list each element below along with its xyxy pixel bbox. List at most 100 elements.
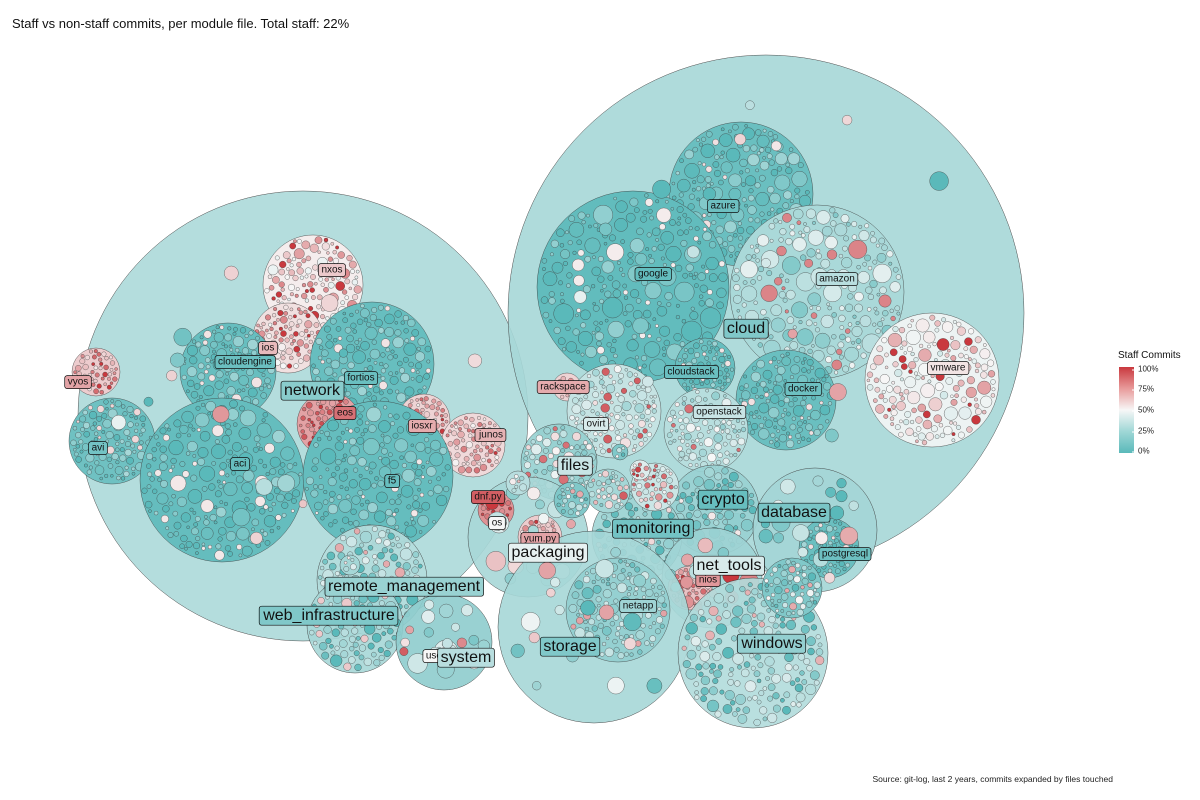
- aci-leaf-bubble: [256, 442, 261, 447]
- avi-leaf-bubble: [82, 443, 90, 451]
- cloudstack-leaf-bubble: [720, 385, 725, 390]
- google-leaf-bubble: [614, 218, 628, 232]
- ovirt-leaf-bubble: [644, 408, 651, 415]
- fortios-leaf-bubble: [312, 368, 320, 376]
- system-misc-leaf-bubble: [442, 638, 453, 649]
- f5-leaf-bubble: [401, 463, 407, 468]
- nxos-leaf-bubble: [288, 283, 295, 291]
- ios-leaf-bubble: [307, 333, 311, 338]
- aci-leaf-bubble: [264, 443, 275, 454]
- subgroup-netapp-label: netapp: [619, 599, 658, 613]
- small-module-leaf-bubble: [582, 503, 588, 508]
- database-misc-leaf-bubble: [812, 475, 824, 487]
- fortios-leaf-bubble: [364, 326, 378, 340]
- azure-leaf-bubble: [744, 203, 748, 208]
- small-module-leaf-bubble: [343, 561, 348, 565]
- cloudengine-leaf-bubble: [235, 348, 240, 353]
- nxos-leaf-bubble: [289, 242, 296, 250]
- netapp-leaf-bubble: [650, 577, 657, 585]
- netapp-leaf-bubble: [626, 592, 631, 597]
- junos-leaf-bubble: [473, 467, 480, 474]
- f5-leaf-bubble: [392, 432, 399, 439]
- small-module-leaf-bubble: [655, 493, 663, 501]
- windows-leaf-bubble: [722, 647, 734, 659]
- amazon-leaf-bubble: [751, 254, 757, 259]
- subgroup-junos-label-box: [474, 428, 507, 442]
- junos-leaf-bubble: [494, 455, 500, 460]
- netapp-leaf-bubble: [606, 577, 610, 582]
- vmware-leaf-bubble: [944, 352, 950, 358]
- avi-leaf-bubble: [115, 460, 120, 465]
- aci-leaf-bubble: [188, 423, 193, 429]
- aci-leaf-bubble: [284, 492, 293, 501]
- nxos-leaf-bubble: [351, 279, 358, 286]
- f5-leaf-bubble: [406, 504, 412, 510]
- ios-leaf-bubble: [288, 327, 293, 331]
- postgresql-leaf-bubble: [831, 535, 836, 540]
- ovirt-leaf-bubble: [638, 441, 644, 447]
- google-leaf-bubble: [682, 272, 688, 279]
- fortios-leaf-bubble: [384, 305, 391, 312]
- amazon-leaf-bubble: [847, 322, 853, 327]
- small-module-leaf-bubble: [647, 475, 653, 481]
- fortios-leaf-bubble: [320, 359, 325, 364]
- cloud-misc-leaf-bubble: [745, 100, 755, 110]
- openstack-leaf-bubble: [711, 391, 720, 401]
- subgroup-openstack: [663, 387, 749, 473]
- crypto-leaf-bubble: [704, 467, 715, 478]
- fortios-leaf-bubble: [326, 358, 332, 364]
- cloudengine-leaf-bubble: [213, 332, 224, 343]
- vmware-leaf-bubble: [983, 343, 987, 347]
- subgroup-eos-label: eos: [333, 406, 357, 420]
- ovirt-leaf-bubble: [598, 443, 604, 448]
- google-leaf-bubble: [548, 291, 555, 298]
- amazon-leaf-bubble: [832, 212, 839, 218]
- vmware-leaf-bubble: [971, 415, 981, 425]
- cloudengine-leaf-bubble: [212, 349, 216, 354]
- amazon-leaf-bubble: [839, 325, 845, 330]
- f5-leaf-bubble: [425, 460, 430, 465]
- azure-leaf-bubble: [696, 138, 700, 142]
- small-module-leaf-bubble: [782, 602, 788, 608]
- cloudengine-leaf-bubble: [187, 345, 198, 356]
- docker-leaf-bubble: [797, 427, 803, 433]
- yum.py-leaf-bubble: [550, 520, 555, 525]
- google-leaf-bubble: [593, 205, 613, 225]
- nxos-leaf-bubble: [314, 281, 318, 286]
- small-module-leaf-bubble: [764, 578, 769, 583]
- avi-leaf-bubble: [119, 454, 127, 462]
- postgresql-leaf-bubble: [842, 567, 847, 572]
- google-leaf-bubble: [677, 229, 684, 236]
- windows-leaf-bubble: [737, 714, 748, 724]
- small-module-leaf-bubble: [795, 562, 801, 569]
- junos-leaf-bubble: [471, 429, 476, 434]
- web_infrastructure-leaf-bubble: [349, 646, 355, 652]
- small-module-leaf-bubble: [511, 488, 517, 493]
- subgroup-f5-label: f5: [384, 474, 400, 488]
- docker-leaf-bubble: [743, 383, 749, 389]
- openstack-leaf-bubble: [690, 398, 695, 403]
- aci-leaf-bubble: [266, 493, 274, 501]
- google-leaf-bubble: [565, 230, 569, 235]
- amazon-leaf-bubble: [755, 243, 760, 248]
- yum.py-leaf-bubble: [537, 524, 541, 529]
- vyos-leaf-bubble: [93, 388, 99, 395]
- azure-leaf-bubble: [702, 162, 706, 167]
- cloudengine-leaf-bubble: [252, 398, 260, 406]
- windows-leaf-bubble: [690, 613, 698, 622]
- nxos-leaf-bubble: [348, 286, 352, 291]
- amazon-leaf-bubble: [854, 291, 864, 302]
- files-leaf-bubble: [523, 456, 529, 461]
- google-leaf-bubble: [575, 313, 579, 318]
- circle-pack-plot: nxosioscloudenginefortiosvyoseosiosxrjun…: [64, 54, 1025, 729]
- f5-leaf-bubble: [360, 432, 365, 437]
- small-module-leaf-bubble: [635, 473, 640, 478]
- avi-leaf-bubble: [131, 471, 136, 476]
- iosxr-leaf-bubble: [435, 406, 440, 411]
- vyos-leaf-bubble: [112, 371, 117, 375]
- web_infrastructure-leaf-bubble: [379, 600, 385, 607]
- openstack-leaf-bubble: [667, 416, 673, 423]
- small-module-leaf-bubble: [639, 472, 645, 478]
- windows-leaf-bubble: [717, 664, 724, 670]
- web_infrastructure-leaf-bubble: [340, 628, 349, 637]
